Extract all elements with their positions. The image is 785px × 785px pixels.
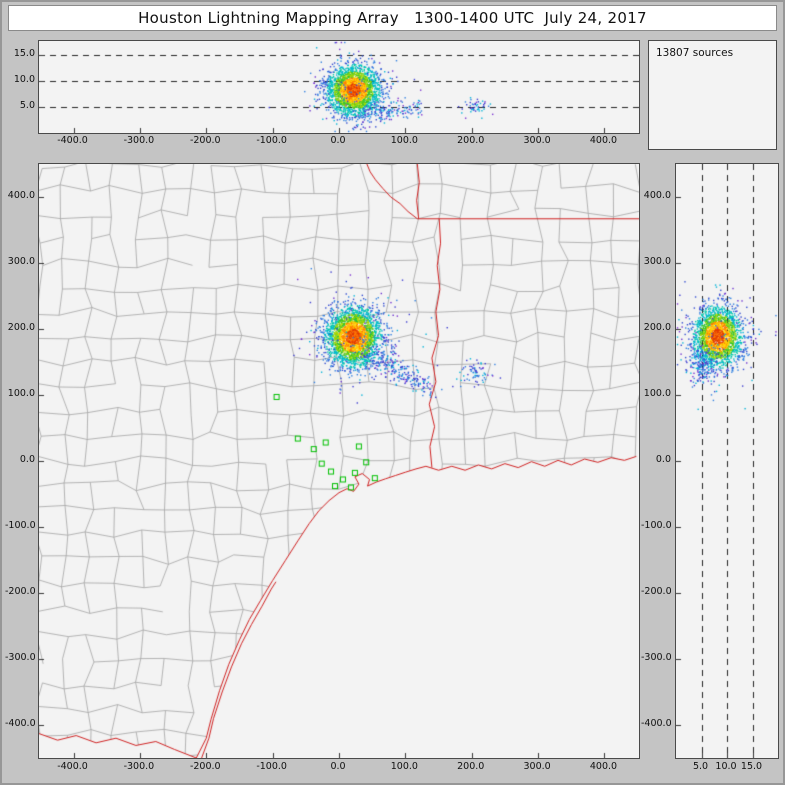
tick-label: 200.0 — [457, 761, 485, 772]
tick-label: 200.0 — [457, 135, 485, 146]
tick-label: -300.0 — [123, 135, 155, 146]
tick-label: -300.0 — [123, 761, 155, 772]
tick-label: -400.0 — [57, 135, 88, 146]
tick-label: -300.0 — [641, 651, 672, 663]
tick-label: -200.0 — [5, 585, 36, 597]
tick-label: 200.0 — [643, 321, 671, 333]
tick-label: -100.0 — [256, 761, 287, 772]
tick-label: 200.0 — [7, 321, 35, 333]
tick-label: 400.0 — [589, 135, 618, 146]
tick-label: 0.0 — [330, 135, 346, 146]
plan-view-canvas[interactable] — [39, 164, 639, 758]
tick-label: 100.0 — [390, 761, 418, 772]
tick-label: 100.0 — [390, 135, 418, 146]
tick-label: 10.0 — [715, 761, 737, 772]
tick-label: 0.0 — [19, 453, 35, 465]
tick-label: -100.0 — [5, 519, 36, 531]
tick-label: 300.0 — [523, 135, 551, 146]
tick-label: -400.0 — [5, 717, 36, 729]
altitude-ew-panel — [38, 40, 640, 134]
tick-label: 400.0 — [589, 761, 618, 772]
sources-count-box: 13807 sources — [648, 40, 777, 150]
tick-label: 100.0 — [7, 387, 35, 399]
tick-label: 300.0 — [523, 761, 551, 772]
plan-view-panel — [38, 163, 640, 759]
altitude-ns-panel — [675, 163, 779, 759]
tick-label: -400.0 — [641, 717, 672, 729]
tick-label: -200.0 — [641, 585, 672, 597]
tick-label: -400.0 — [57, 761, 88, 772]
tick-label: 0.0 — [655, 453, 671, 465]
tick-label: 400.0 — [7, 189, 35, 201]
tick-label: -200.0 — [189, 761, 221, 772]
tick-label: 5.0 — [692, 761, 709, 772]
tick-label: 15.0 — [740, 761, 763, 772]
tick-label: 300.0 — [643, 255, 671, 267]
altitude-ew-canvas[interactable] — [39, 41, 639, 133]
tick-label: -200.0 — [189, 135, 221, 146]
tick-label: 400.0 — [643, 189, 671, 201]
title-bar: Houston Lightning Mapping Array 1300-140… — [8, 5, 777, 31]
tick-label: 15.0 — [13, 47, 35, 59]
tick-label: -300.0 — [5, 651, 36, 663]
window-title: Houston Lightning Mapping Array 1300-140… — [138, 9, 647, 27]
sources-count-label: 13807 sources — [656, 47, 734, 59]
tick-label: 0.0 — [330, 761, 346, 772]
altitude-ns-canvas[interactable] — [676, 164, 778, 758]
tick-label: 10.0 — [13, 73, 35, 85]
tick-label: 100.0 — [643, 387, 671, 399]
tick-label: 5.0 — [19, 99, 35, 111]
tick-label: -100.0 — [256, 135, 287, 146]
tick-label: -100.0 — [641, 519, 672, 531]
tick-label: 300.0 — [7, 255, 35, 267]
